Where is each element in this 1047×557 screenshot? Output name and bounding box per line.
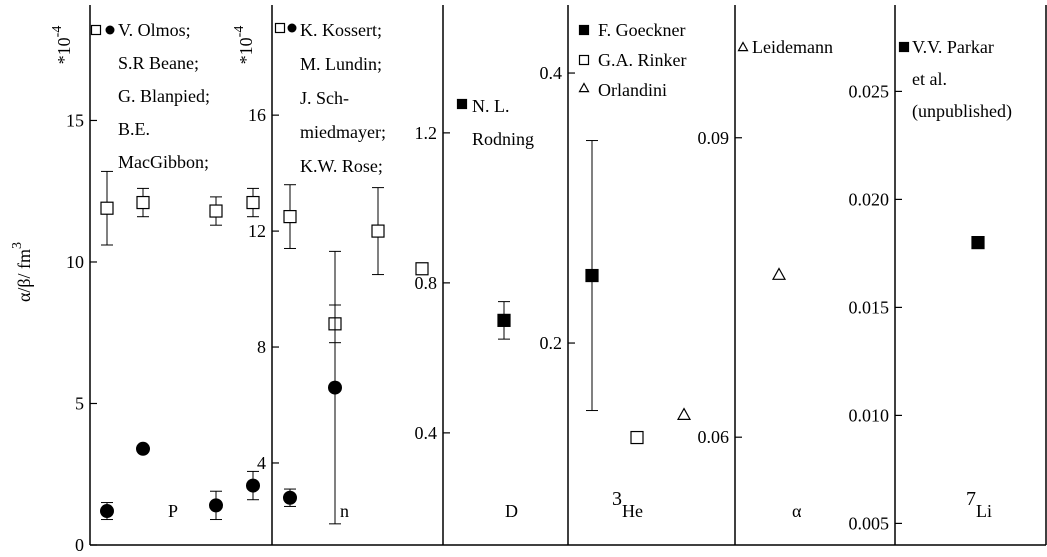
legend-symbol	[105, 25, 115, 35]
legend-text: M. Lundin;	[300, 54, 382, 74]
marker	[246, 195, 260, 210]
panel-label: 7Li	[966, 488, 992, 521]
y-tick-label: 12	[248, 221, 266, 241]
marker	[283, 490, 297, 505]
y-tick-label: 0.09	[698, 128, 730, 148]
legend-text: B.E.	[118, 119, 150, 139]
y-tick-label: 10	[66, 252, 84, 272]
y-tick-label: 0.010	[849, 405, 890, 425]
panel-label: α	[792, 501, 802, 521]
multiplier: *10-4	[50, 26, 74, 65]
legend-text: F. Goeckner	[598, 20, 686, 40]
legend-symbol	[274, 22, 286, 34]
marker	[497, 313, 511, 327]
y-tick-label: 0.005	[849, 513, 890, 533]
y-tick-label: 1.2	[415, 123, 438, 143]
marker	[209, 204, 223, 218]
legend-symbol	[737, 41, 749, 52]
marker	[676, 407, 692, 420]
legend-symbol	[898, 41, 910, 53]
legend-text: N. L.	[472, 96, 510, 116]
multiplier-text: *10	[54, 37, 74, 64]
legend-text: V.V. Parkar	[912, 37, 994, 57]
legend-text: G.A. Rinker	[598, 50, 687, 70]
legend-text: Rodning	[472, 129, 534, 149]
y-tick-label: 0.2	[540, 333, 563, 353]
marker	[371, 224, 385, 238]
multiplier-sup: -4	[50, 26, 65, 38]
y-axis-title: α/β/ fm3	[10, 242, 34, 302]
marker	[136, 441, 150, 456]
marker	[246, 478, 260, 493]
panel-label-text: Li	[976, 501, 992, 521]
marker	[100, 504, 114, 519]
y-tick-label: 16	[248, 105, 266, 125]
multiplier-sup: -4	[232, 26, 247, 38]
legend-text: Orlandini	[598, 80, 667, 100]
y-tick-label: 0.06	[698, 427, 730, 447]
y-tick-label: 0.4	[540, 63, 563, 83]
legend-symbol	[578, 24, 590, 36]
marker	[585, 268, 599, 283]
panel-label: P	[168, 501, 178, 521]
panel-label: 3He	[612, 488, 643, 521]
y-tick-label: 5	[75, 393, 84, 413]
marker	[328, 380, 342, 395]
y-tick-label: 0	[75, 535, 84, 555]
legend-symbol	[578, 54, 590, 66]
y-tick-label: 0.015	[849, 297, 890, 317]
y-axis-title-sup: 3	[10, 242, 25, 249]
marker	[971, 236, 985, 250]
marker	[415, 262, 429, 276]
legend-text: V. Olmos;	[118, 20, 191, 40]
marker	[136, 195, 150, 210]
y-axis-title-text: α/β/ fm	[14, 249, 34, 302]
y-tick-label: 0.020	[849, 189, 890, 209]
legend-text: miedmayer;	[300, 122, 386, 142]
marker	[100, 201, 114, 215]
marker	[209, 498, 223, 513]
legend-text: K. Kossert;	[300, 20, 382, 40]
legend-text: J. Sch-	[300, 88, 349, 108]
legend-text: (unpublished)	[912, 101, 1012, 122]
legend-text: MacGibbon;	[118, 152, 209, 172]
marker	[630, 430, 644, 445]
multiplier: *10-4	[232, 26, 256, 65]
y-tick-label: 15	[66, 110, 84, 130]
multiplier-text: *10	[236, 37, 256, 64]
marker	[771, 267, 787, 280]
legend-symbol	[456, 98, 468, 110]
y-tick-label: 0.4	[415, 423, 438, 443]
panel-label: n	[340, 501, 349, 521]
marker	[283, 209, 297, 224]
y-tick-label: 8	[257, 337, 266, 357]
panel-label-text: He	[622, 501, 643, 521]
legend-text: et al.	[912, 69, 947, 89]
legend-symbol	[90, 24, 102, 36]
panel-label: D	[505, 501, 518, 521]
legend-text: G. Blanpied;	[118, 86, 210, 106]
legend-text: K.W. Rose;	[300, 156, 383, 176]
y-tick-label: 0.8	[415, 273, 438, 293]
legend-text: S.R Beane;	[118, 53, 199, 73]
legend-text: Leidemann	[752, 37, 833, 57]
legend-symbol	[578, 82, 590, 93]
y-tick-label: 4	[257, 453, 266, 473]
legend-symbol	[287, 23, 297, 33]
panel-label-sup: 7	[966, 488, 976, 510]
panel-label-sup: 3	[612, 488, 622, 510]
y-tick-label: 0.025	[849, 81, 890, 101]
